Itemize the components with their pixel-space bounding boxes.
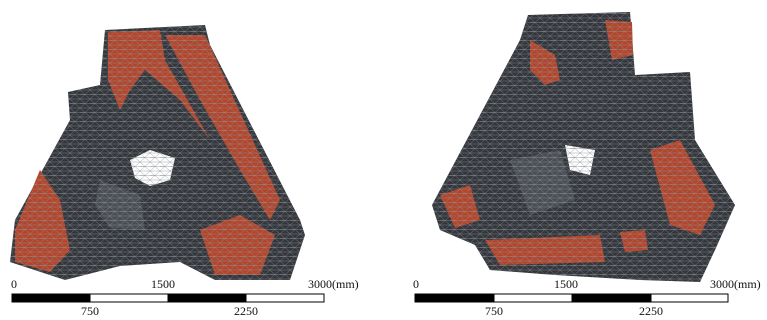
mesh-model-left bbox=[10, 25, 305, 280]
scale-segment bbox=[168, 294, 246, 302]
scale-bar-left: 0 1500 3000(mm) 750 2250 bbox=[11, 277, 359, 318]
scale-segment bbox=[90, 294, 168, 302]
scale-label: 2250 bbox=[639, 304, 663, 318]
figure: 0 1500 3000(mm) 750 2250 0 1500 3000(mm)… bbox=[0, 0, 767, 320]
scale-label: 3000(mm) bbox=[710, 277, 761, 291]
scale-label: 0 bbox=[11, 277, 17, 291]
scale-bar-right: 0 1500 3000(mm) 750 2250 bbox=[413, 277, 761, 318]
scale-label: 1500 bbox=[554, 277, 578, 291]
mesh-model-right bbox=[432, 12, 735, 282]
scale-segment bbox=[415, 294, 494, 302]
scale-label: 1500 bbox=[151, 277, 175, 291]
scale-label: 0 bbox=[413, 277, 419, 291]
scale-segment bbox=[494, 294, 572, 302]
scale-segment bbox=[572, 294, 651, 302]
scale-segment bbox=[12, 294, 90, 302]
scale-segment bbox=[246, 294, 324, 302]
scale-label: 750 bbox=[485, 304, 503, 318]
scale-label: 750 bbox=[81, 304, 99, 318]
scale-segment bbox=[651, 294, 728, 302]
scale-label: 2250 bbox=[234, 304, 258, 318]
scale-label: 3000(mm) bbox=[308, 277, 359, 291]
